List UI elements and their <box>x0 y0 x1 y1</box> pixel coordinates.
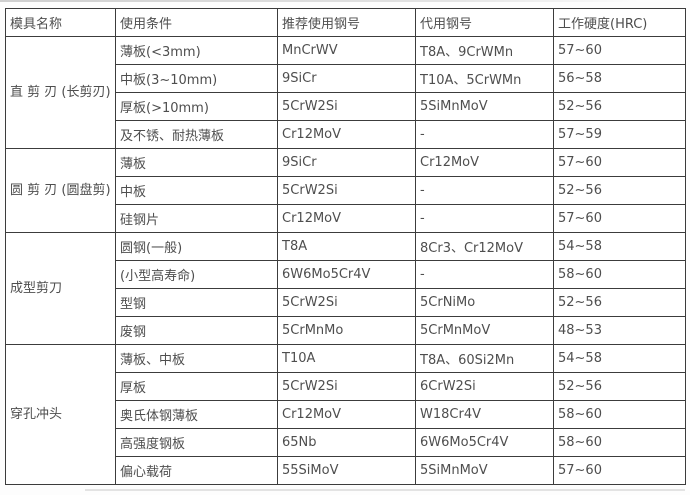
hardness-cell: 57~60 <box>553 456 686 485</box>
recommended-steel-cell: T10A <box>277 344 416 373</box>
hardness-cell: 52~56 <box>553 92 686 121</box>
recommended-steel-cell: Cr12MoV <box>277 400 416 429</box>
substitute-steel-cell: - <box>415 260 554 289</box>
condition-cell: 中板(3~10mm) <box>115 64 278 93</box>
recommended-steel-cell: Cr12MoV <box>277 120 416 149</box>
scan-artifact-bottom <box>85 489 685 491</box>
condition-cell: 薄板 <box>115 148 278 177</box>
substitute-steel-cell: W18Cr4V <box>415 400 554 429</box>
table-row: 穿孔冲头 薄板、中板 T10A T8A、60Si2Mn 54~58 <box>5 344 686 485</box>
hardness-cell: 54~58 <box>553 344 686 373</box>
recommended-steel-cell: 5CrW2Si <box>277 288 416 317</box>
substitute-steel-cell: T8A、9CrWMn <box>415 36 554 65</box>
column-header: 模具名称 <box>5 8 116 37</box>
recommended-steel-cell: T8A <box>277 232 416 261</box>
table-body: 直 剪 刃 (长剪刃) 薄板(<3mm) MnCrWV T8A、9CrWMn 57~60… <box>5 36 686 485</box>
group-name-cell: 穿孔冲头 <box>5 344 116 485</box>
condition-cell: 奥氏体钢薄板 <box>115 400 278 429</box>
recommended-steel-cell: 55SiMoV <box>277 456 416 485</box>
condition-cell: 高强度钢板 <box>115 428 278 457</box>
table-row: 直 剪 刃 (长剪刃) 薄板(<3mm) MnCrWV T8A、9CrWMn 57~60 <box>5 36 686 149</box>
substitute-steel-cell: - <box>415 176 554 205</box>
hardness-cell: 48~53 <box>553 316 686 345</box>
column-header: 使用条件 <box>115 8 278 37</box>
hardness-cell: 54~58 <box>553 232 686 261</box>
table-row: 成型剪刀 圆钢(一般) T8A 8Cr3、Cr12MoV 54~58 <box>5 232 686 345</box>
table-row: 圆 剪 刃 (圆盘剪) 薄板 9SiCr Cr12MoV 57~60 <box>5 148 686 233</box>
hardness-cell: 52~56 <box>553 288 686 317</box>
table-row: 型钢 5CrW2Si 5CrNiMo 52~56 <box>6 288 686 317</box>
table-row: 厚板(>10mm) 5CrW2Si 5SiMnMoV 52~56 <box>6 92 686 121</box>
group-name-cell: 直 剪 刃 (长剪刃) <box>5 36 116 149</box>
condition-cell: 废钢 <box>115 316 278 345</box>
condition-cell: 硅钢片 <box>115 204 278 233</box>
condition-cell: 偏心载荷 <box>115 456 278 485</box>
substitute-steel-cell: 6W6Mo5Cr4V <box>415 428 554 457</box>
table-header-row: 模具名称 使用条件 推荐使用钢号 代用钢号 工作硬度(HRC) <box>5 8 686 37</box>
substitute-steel-cell: 8Cr3、Cr12MoV <box>415 232 554 261</box>
hardness-cell: 58~60 <box>553 428 686 457</box>
substitute-steel-cell: 5SiMnMoV <box>415 456 554 485</box>
hardness-cell: 58~60 <box>553 260 686 289</box>
condition-cell: 圆钢(一般) <box>115 232 278 261</box>
hardness-cell: 52~56 <box>553 176 686 205</box>
column-header: 代用钢号 <box>415 8 554 37</box>
scan-artifact-top <box>0 0 640 2</box>
table-row: 废钢 5CrMnMo 5CrMnMoV 48~53 <box>6 316 686 345</box>
recommended-steel-cell: 9SiCr <box>277 64 416 93</box>
table-head: 模具名称 使用条件 推荐使用钢号 代用钢号 工作硬度(HRC) <box>5 8 686 37</box>
steel-selection-table: 模具名称 使用条件 推荐使用钢号 代用钢号 工作硬度(HRC) 直 剪 刃 (长剪刃) 薄… <box>5 8 686 485</box>
recommended-steel-cell: MnCrWV <box>277 36 416 65</box>
condition-cell: 及不锈、耐热薄板 <box>115 120 278 149</box>
condition-cell: (小型高寿命) <box>115 260 278 289</box>
group-name-cell: 成型剪刀 <box>5 232 116 345</box>
table-row: 高强度钢板 65Nb 6W6Mo5Cr4V 58~60 <box>6 428 686 457</box>
substitute-steel-cell: Cr12MoV <box>415 148 554 177</box>
condition-cell: 厚板(>10mm) <box>115 92 278 121</box>
hardness-cell: 58~60 <box>553 400 686 429</box>
hardness-cell: 52~56 <box>553 372 686 401</box>
recommended-steel-cell: 5CrW2Si <box>277 92 416 121</box>
group-name-cell: 圆 剪 刃 (圆盘剪) <box>5 148 116 233</box>
condition-cell: 中板 <box>115 176 278 205</box>
table-row: 偏心载荷 55SiMoV 5SiMnMoV 57~60 <box>6 456 686 485</box>
substitute-steel-cell: - <box>415 120 554 149</box>
condition-cell: 厚板 <box>115 372 278 401</box>
recommended-steel-cell: 6W6Mo5Cr4V <box>277 260 416 289</box>
substitute-steel-cell: 6CrW2Si <box>415 372 554 401</box>
recommended-steel-cell: 9SiCr <box>277 148 416 177</box>
recommended-steel-cell: 5CrW2Si <box>277 176 416 205</box>
table-row: 中板(3~10mm) 9SiCr T10A、5CrWMn 56~58 <box>6 64 686 93</box>
recommended-steel-cell: 65Nb <box>277 428 416 457</box>
condition-cell: 型钢 <box>115 288 278 317</box>
table-row: (小型高寿命) 6W6Mo5Cr4V -58~60 <box>6 260 686 289</box>
table-row: 奥氏体钢薄板 Cr12MoV W18Cr4V 58~60 <box>6 400 686 429</box>
recommended-steel-cell: 5CrMnMo <box>277 316 416 345</box>
substitute-steel-cell: T10A、5CrWMn <box>415 64 554 93</box>
hardness-cell: 56~58 <box>553 64 686 93</box>
recommended-steel-cell: Cr12MoV <box>277 204 416 233</box>
hardness-cell: 57~60 <box>553 36 686 65</box>
hardness-cell: 57~60 <box>553 204 686 233</box>
condition-cell: 薄板(<3mm) <box>115 36 278 65</box>
hardness-cell: 57~59 <box>553 120 686 149</box>
table-row: 及不锈、耐热薄板 Cr12MoV -57~59 <box>6 120 686 149</box>
column-header: 推荐使用钢号 <box>277 8 416 37</box>
recommended-steel-cell: 5CrW2Si <box>277 372 416 401</box>
column-header: 工作硬度(HRC) <box>553 8 686 37</box>
substitute-steel-cell: 5CrNiMo <box>415 288 554 317</box>
condition-cell: 薄板、中板 <box>115 344 278 373</box>
hardness-cell: 57~60 <box>553 148 686 177</box>
substitute-steel-cell: 5CrMnMoV <box>415 316 554 345</box>
substitute-steel-cell: T8A、60Si2Mn <box>415 344 554 373</box>
substitute-steel-cell: 5SiMnMoV <box>415 92 554 121</box>
substitute-steel-cell: - <box>415 204 554 233</box>
